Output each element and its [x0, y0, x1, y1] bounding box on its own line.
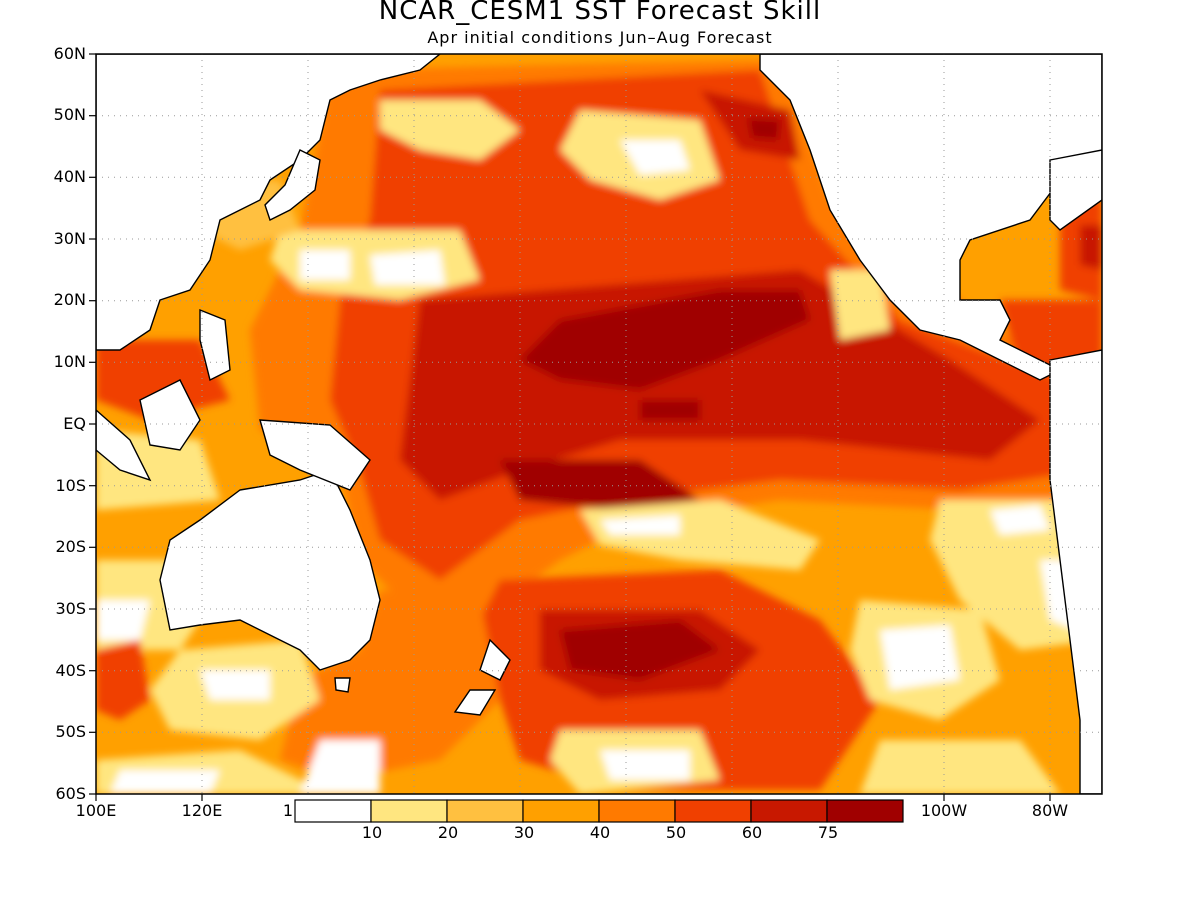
y-label-10n: 10N — [53, 352, 86, 371]
colorbar-bin-6 — [750, 799, 828, 823]
colorbar-label-60: 60 — [741, 823, 763, 842]
colorbar-bin-5 — [674, 799, 752, 823]
y-label-50s: 50S — [55, 722, 86, 741]
y-label-50n: 50N — [53, 105, 86, 124]
colorbar-bin-4 — [598, 799, 676, 823]
y-label-eq: EQ — [63, 414, 86, 433]
y-label-30s: 30S — [55, 599, 86, 618]
map-subtitle: Apr initial conditions Jun–Aug Forecast — [427, 28, 773, 47]
y-label-60s: 60S — [55, 784, 86, 803]
y-label-30n: 30N — [53, 229, 86, 248]
x-label-100w: 100W — [920, 801, 968, 820]
skill-field — [96, 54, 1102, 794]
colorbar-bin-3 — [522, 799, 600, 823]
y-label-60n: 60N — [53, 44, 86, 63]
colorbar-label-50: 50 — [665, 823, 687, 842]
colorbar-label-40: 40 — [589, 823, 611, 842]
colorbar-bin-2 — [446, 799, 524, 823]
y-label-40n: 40N — [53, 167, 86, 186]
x-label-120e: 120E — [181, 801, 223, 820]
colorbar-bin-7 — [826, 799, 904, 823]
colorbar-label-10: 10 — [361, 823, 383, 842]
map-title: NCAR_CESM1 SST Forecast Skill — [378, 0, 822, 26]
colorbar — [294, 799, 904, 823]
y-label-20n: 20N — [53, 290, 86, 309]
x-label-100e: 100E — [75, 801, 117, 820]
y-label-40s: 40S — [55, 661, 86, 680]
y-label-10s: 10S — [55, 476, 86, 495]
x-label-80w: 80W — [1031, 801, 1069, 820]
y-label-20s: 20S — [55, 537, 86, 556]
x-label-partial: 1 — [282, 801, 294, 820]
land — [96, 54, 1102, 794]
colorbar-label-75: 75 — [817, 823, 839, 842]
colorbar-label-30: 30 — [513, 823, 535, 842]
colorbar-label-20: 20 — [437, 823, 459, 842]
colorbar-bin-1 — [370, 799, 448, 823]
